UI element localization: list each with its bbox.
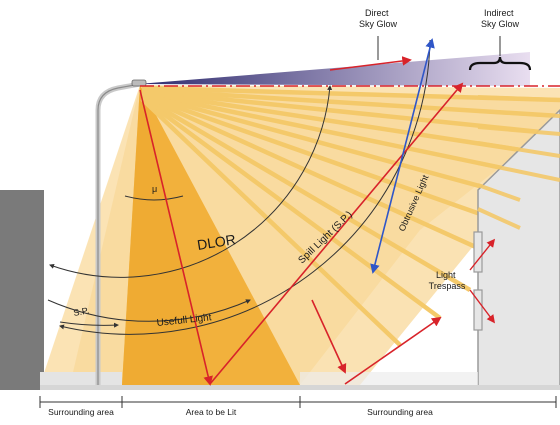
light-trespass-line2: Trespass	[429, 281, 466, 291]
building-window-bottom	[473, 289, 483, 331]
beams-on-building	[477, 95, 560, 230]
ground-right	[300, 372, 478, 385]
indirect-sky-glow-line1: Indirect	[484, 8, 514, 18]
sp-label: S.P.	[73, 305, 90, 318]
area-to-be-lit-label: Area to be Lit	[186, 407, 237, 417]
surrounding-area-right-label: Surrounding area	[367, 407, 433, 417]
direct-sky-glow-line2: Sky Glow	[359, 19, 398, 29]
ground-step	[40, 372, 122, 385]
direct-sky-glow-label: Direct Sky Glow	[359, 8, 398, 29]
surrounding-area-left-label: Surrounding area	[48, 407, 114, 417]
building-window-top	[473, 231, 483, 273]
indirect-sky-glow-bracket	[468, 56, 532, 71]
light-trespass-arrows	[469, 238, 496, 324]
obtrusive-light-arrow	[370, 38, 435, 274]
light-trespass-line1: Light	[436, 270, 456, 280]
indirect-sky-glow-label: Indirect Sky Glow	[481, 8, 520, 29]
dlor-label: DLOR	[196, 231, 237, 253]
mu-label: μ	[152, 184, 157, 194]
bottom-dimension-line	[39, 396, 557, 408]
luminaire	[131, 79, 147, 87]
indirect-sky-glow-line2: Sky Glow	[481, 19, 520, 29]
ground-strip	[40, 385, 560, 390]
light-trespass-label: Light Trespass	[429, 270, 466, 291]
grey-side-panel	[0, 190, 44, 390]
direct-sky-glow-line1: Direct	[365, 8, 389, 18]
